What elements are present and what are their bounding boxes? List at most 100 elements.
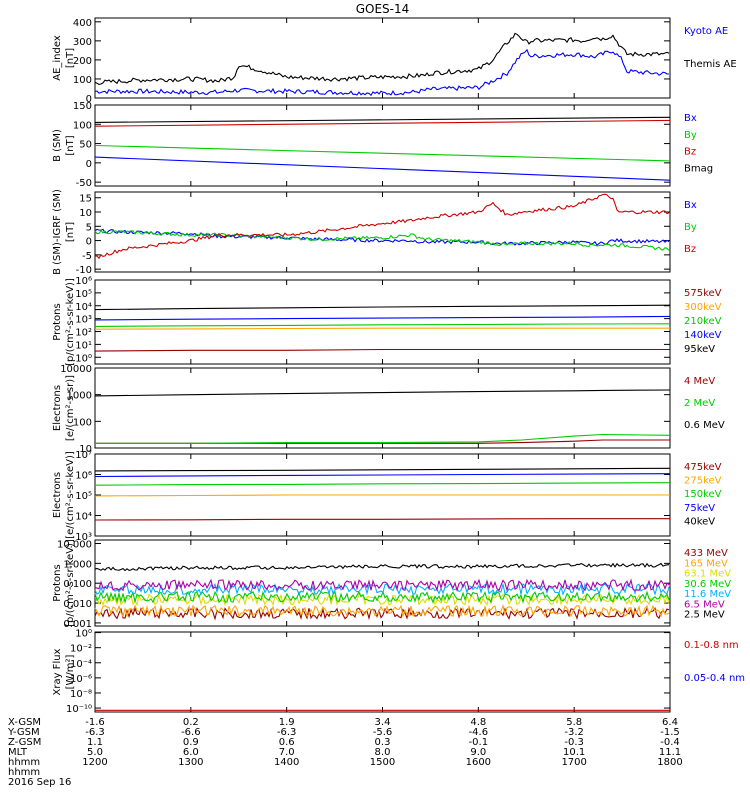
- series-line-bz: [94, 119, 671, 127]
- legend-140kev: 140keV: [684, 330, 722, 341]
- legend-300kev: 300keV: [684, 302, 722, 313]
- ephemeris-row-label: Z-GSM: [8, 737, 41, 748]
- series-line-bx: [94, 228, 670, 246]
- y-tick-label: 10²: [75, 328, 92, 339]
- legend-210kev: 210keV: [684, 316, 722, 327]
- y-axis-label: B (SM)-IGRF (SM): [52, 189, 63, 275]
- series-line-95kev: [94, 304, 671, 311]
- y-axis-label: [p/(cm²-s-sr-keV)]: [65, 278, 76, 366]
- legend-475kev: 475keV: [684, 462, 722, 473]
- series-line-11-6-mev: [94, 582, 670, 596]
- legend-575kev: 575keV: [684, 288, 722, 299]
- y-tick-label: 10⁻²: [70, 644, 92, 655]
- legend-kyoto-ae: Kyoto AE: [684, 26, 728, 37]
- y-tick-label: 0: [86, 94, 92, 105]
- y-tick-label: 0: [86, 159, 92, 170]
- series-line-300kev: [94, 327, 670, 330]
- y-tick-label: 10: [79, 444, 92, 455]
- series-line-bx: [94, 156, 671, 181]
- ephemeris-value: 1600: [466, 757, 491, 768]
- y-tick-label: 10⁻¹⁰: [66, 704, 92, 715]
- ephemeris-value: -3.2: [564, 727, 584, 738]
- ephemeris-value: 11.1: [659, 747, 681, 758]
- series-line-40kev: [94, 467, 671, 472]
- ephemeris-value: 10.1: [563, 747, 585, 758]
- legend-40kev: 40keV: [684, 516, 715, 527]
- y-axis-label: Protons: [52, 303, 63, 340]
- series-line-165-mev: [94, 603, 670, 618]
- legend-30-6-mev: 30.6 MeV: [684, 579, 731, 590]
- y-tick-label: 10⁴: [75, 512, 92, 523]
- legend-themis-ae: Themis AE: [683, 59, 737, 70]
- ephemeris-value: 6.0: [183, 747, 199, 758]
- panel-frame: [94, 17, 671, 99]
- y-tick-label: -10: [76, 265, 92, 276]
- ephemeris-value: -1.6: [85, 717, 105, 728]
- legend-165-mev: 165 MeV: [684, 558, 728, 569]
- ephemeris-value: 1.9: [279, 717, 295, 728]
- y-axis-label: Protons: [52, 564, 63, 601]
- ephemeris-units-label: hhmm: [8, 767, 40, 778]
- ephemeris-value: 7.0: [279, 747, 295, 758]
- y-tick-label: 10: [79, 208, 92, 219]
- series-line-275kev: [94, 494, 670, 497]
- y-axis-label: [e/(cm²-s-sr)]: [65, 375, 76, 441]
- legend-bz: Bz: [684, 147, 696, 158]
- series-line-2-mev: [95, 433, 671, 444]
- y-axis-label: Xray Flux: [52, 648, 63, 695]
- legend-11-6-mev: 11.6 MeV: [684, 589, 731, 600]
- legend-95kev: 95keV: [684, 344, 715, 355]
- y-tick-label: -50: [76, 178, 92, 189]
- legend-75kev: 75keV: [684, 503, 715, 514]
- y-tick-label: 15: [79, 194, 92, 205]
- series-line-themis-ae: [94, 32, 670, 85]
- y-tick-label: 400: [73, 18, 92, 29]
- ephemeris-value: -6.3: [85, 727, 105, 738]
- legend-0-1-0-8-nm: 0.1-0.8 nm: [684, 640, 739, 651]
- y-tick-label: 0: [86, 237, 92, 248]
- y-axis-label: [nT]: [65, 135, 76, 155]
- ephemeris-value: -4.6: [469, 727, 489, 738]
- ephemeris-value: 5.8: [566, 717, 582, 728]
- panel-frame: [94, 191, 671, 273]
- legend-4-mev: 4 MeV: [684, 376, 715, 387]
- series-line-475kev: [94, 518, 670, 521]
- y-axis-label: [nT]: [65, 48, 76, 68]
- y-axis-label: B (SM): [52, 129, 63, 162]
- y-tick-label: 10³: [75, 315, 92, 326]
- ephemeris-value: 0.3: [375, 737, 391, 748]
- y-tick-label: -5: [82, 251, 92, 262]
- legend-by: By: [684, 222, 697, 233]
- y-axis-label: Electrons: [52, 472, 63, 518]
- series-line-0-6-mev: [94, 389, 671, 397]
- y-axis-label: [nT]: [65, 222, 76, 242]
- legend-bx: Bx: [684, 113, 697, 124]
- series-line-kyoto-ae: [94, 48, 670, 97]
- ephemeris-value: 5.0: [87, 747, 103, 758]
- panel-frame: [94, 631, 671, 713]
- ephemeris-row-label: MLT: [8, 747, 28, 758]
- y-axis-label: Electrons: [52, 385, 63, 431]
- y-tick-label: 1000: [67, 391, 92, 402]
- y-tick-label: 10⁴: [75, 302, 92, 313]
- ephemeris-row-label: hhmm: [8, 757, 40, 768]
- series-line-140kev: [94, 315, 671, 321]
- y-tick-label: 300: [73, 37, 92, 48]
- y-tick-label: 10⁰: [75, 353, 92, 364]
- ephemeris-value: 0.6: [279, 737, 295, 748]
- y-tick-label: 10³: [75, 532, 92, 543]
- ephemeris-value: 3.4: [375, 717, 391, 728]
- y-tick-label: 10⁵: [75, 491, 92, 502]
- series-line-6-5-mev: [94, 578, 670, 593]
- y-tick-label: 0.100: [63, 579, 92, 590]
- ephemeris-value: -0.4: [660, 737, 680, 748]
- ephemeris-value: -0.3: [564, 737, 584, 748]
- y-tick-label: 10⁻⁸: [70, 689, 92, 700]
- legend-0-6-mev: 0.6 MeV: [684, 420, 725, 431]
- legend-bmag: Bmag: [684, 163, 713, 174]
- ephemeris-value: 8.0: [375, 747, 391, 758]
- series-line-2-5-mev: [94, 562, 670, 572]
- ephemeris-value: 1800: [657, 757, 682, 768]
- series-line-bz: [94, 193, 670, 260]
